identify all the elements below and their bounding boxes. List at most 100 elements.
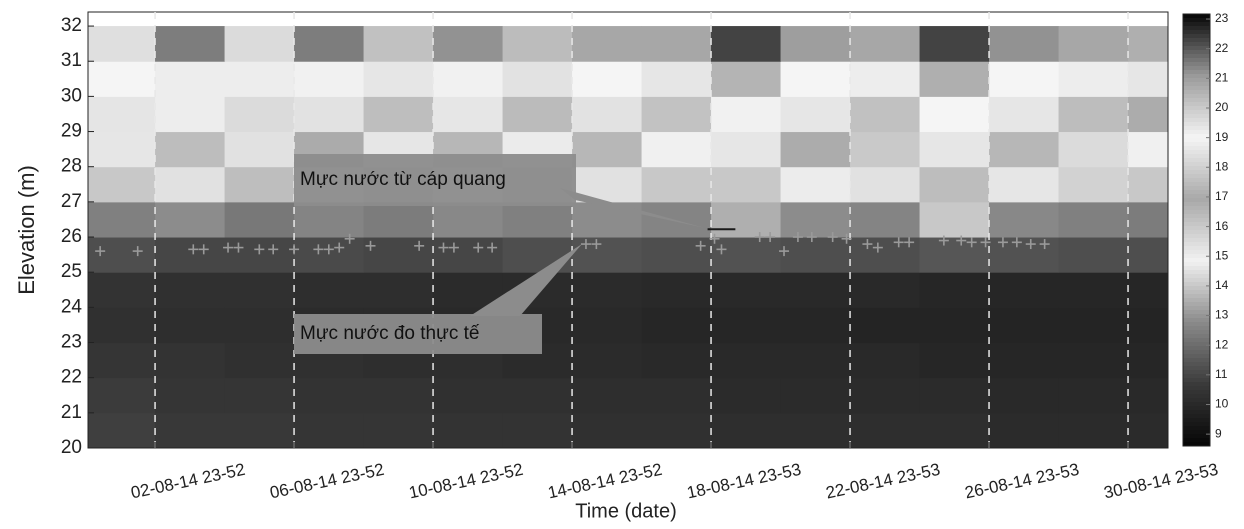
measured-point	[188, 244, 199, 255]
colorbar-tick-label: 9	[1215, 426, 1222, 440]
heatmap-cell	[224, 272, 295, 308]
colorbar-step	[1183, 290, 1210, 295]
heatmap-cell	[1128, 96, 1169, 133]
heatmap-cell	[919, 96, 990, 133]
colorbar-step	[1183, 334, 1210, 339]
heatmap-cell	[155, 342, 226, 379]
colorbar-step	[1183, 18, 1210, 23]
y-tick-label: 24	[61, 296, 83, 317]
heatmap-cell	[502, 61, 573, 97]
colorbar-step	[1183, 362, 1210, 367]
colorbar-step	[1183, 230, 1210, 235]
measured-point	[334, 242, 345, 253]
measured-point	[997, 237, 1008, 248]
heatmap-cell	[989, 26, 1060, 62]
colorbar-step	[1183, 406, 1210, 411]
x-tick-label: 10-08-14 23-52	[407, 460, 525, 503]
colorbar-step	[1183, 426, 1210, 431]
heatmap-cell	[224, 96, 295, 133]
heatmap-cell	[433, 61, 504, 97]
heatmap-cell	[88, 412, 156, 449]
heatmap-cell	[502, 377, 573, 414]
heatmap-cell	[155, 131, 226, 168]
heatmap-cell	[572, 131, 643, 168]
colorbar-step	[1183, 330, 1210, 335]
colorbar-step	[1183, 282, 1210, 287]
measured-point	[716, 244, 727, 255]
heatmap-cell	[88, 131, 156, 168]
colorbar-step	[1183, 414, 1210, 419]
heatmap-cell	[88, 201, 156, 238]
colorbar-step	[1183, 394, 1210, 399]
colorbar-tick-label: 15	[1215, 248, 1229, 262]
y-tick-label: 29	[61, 121, 82, 142]
colorbar-step	[1183, 190, 1210, 195]
colorbar-step	[1183, 310, 1210, 315]
colorbar-step	[1183, 90, 1210, 95]
heatmap-cell	[155, 61, 226, 97]
colorbar-step	[1183, 38, 1210, 43]
heatmap-cell	[363, 412, 434, 449]
colorbar-step	[1183, 170, 1210, 175]
colorbar-step	[1183, 258, 1210, 263]
measured-point	[862, 239, 873, 250]
heatmap-cell	[1058, 131, 1129, 168]
heatmap-cell	[502, 412, 573, 449]
heatmap-cell	[1058, 307, 1129, 344]
heatmap-cell	[572, 377, 643, 414]
annotation-box	[294, 314, 542, 354]
colorbar-step	[1183, 390, 1210, 395]
colorbar-step	[1183, 42, 1210, 47]
heatmap-cell	[155, 166, 226, 203]
measured-point	[365, 240, 376, 251]
heatmap-cell	[1128, 26, 1169, 62]
colorbar-step	[1183, 250, 1210, 255]
colorbar-step	[1183, 70, 1210, 75]
heatmap-cell	[294, 237, 365, 273]
heatmap-cell	[1058, 342, 1129, 379]
measured-point	[872, 242, 883, 253]
heatmap-cell	[155, 377, 226, 414]
heatmap-cell	[88, 307, 156, 344]
heatmap-cell	[641, 131, 712, 168]
heatmap-cell	[363, 201, 434, 238]
heatmap-cell	[363, 272, 434, 308]
colorbar-step	[1183, 142, 1210, 147]
heatmap-cell	[433, 272, 504, 308]
heatmap-cell	[641, 272, 712, 308]
heatmap-cell	[919, 307, 990, 344]
heatmap-cell	[711, 342, 782, 379]
x-tick-label: 30-08-14 23-53	[1102, 460, 1220, 503]
colorbar-step	[1183, 178, 1210, 183]
measured-point	[792, 232, 803, 243]
colorbar-step	[1183, 166, 1210, 171]
heatmap-cell	[294, 201, 365, 238]
colorbar-step	[1183, 366, 1210, 371]
measured-point	[233, 242, 244, 253]
heatmap-cell	[502, 26, 573, 62]
heatmap-cell	[433, 96, 504, 133]
x-tick-label: 22-08-14 23-53	[824, 460, 942, 503]
colorbar-tick-label: 16	[1215, 219, 1229, 233]
colorbar-step	[1183, 294, 1210, 299]
colorbar-step	[1183, 434, 1210, 439]
colorbar-step	[1183, 238, 1210, 243]
colorbar-step	[1183, 74, 1210, 79]
colorbar-step	[1183, 338, 1210, 343]
heatmap-cell	[711, 26, 782, 62]
colorbar-tick-label: 18	[1215, 159, 1229, 173]
colorbar-tick-label: 11	[1215, 367, 1228, 381]
colorbar-step	[1183, 210, 1210, 215]
colorbar-step	[1183, 154, 1210, 159]
heatmap-cell	[363, 377, 434, 414]
colorbar-step	[1183, 150, 1210, 155]
heatmap-cell	[572, 342, 643, 379]
heatmap-cell	[88, 342, 156, 379]
colorbar-step	[1183, 206, 1210, 211]
colorbar-step	[1183, 214, 1210, 219]
measured-point	[438, 242, 449, 253]
heatmap-cell	[919, 61, 990, 97]
heatmap-cell	[155, 412, 226, 449]
measured-point	[1011, 237, 1022, 248]
heatmap-cell	[224, 342, 295, 379]
